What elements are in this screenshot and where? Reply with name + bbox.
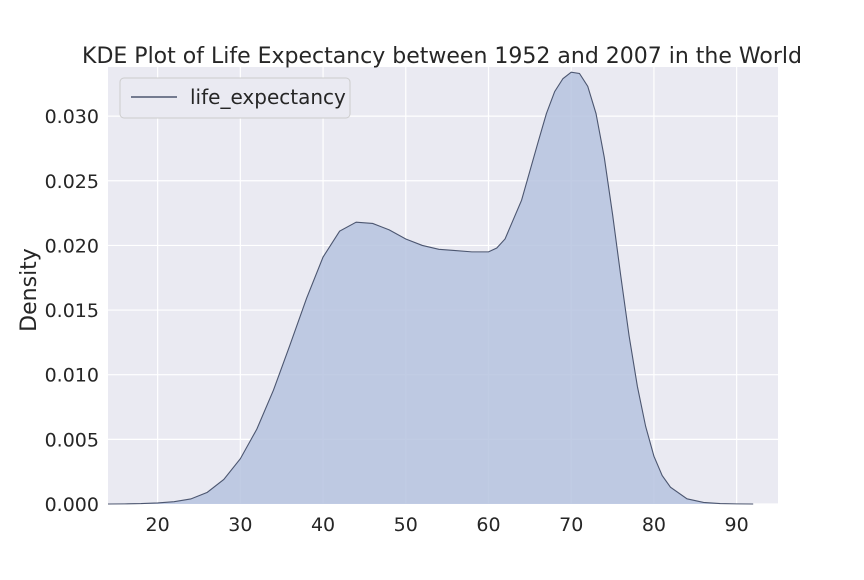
legend-label: life_expectancy — [190, 85, 346, 109]
y-tick-label: 0.010 — [45, 365, 99, 387]
x-tick-label: 80 — [642, 514, 666, 536]
y-tick-label: 0.030 — [45, 106, 99, 128]
x-tick-label: 50 — [394, 514, 418, 536]
x-tick-label: 30 — [228, 514, 252, 536]
tick-labels: 20 30 40 50 60 70 80 90 0.000 0.005 0.010 0.015 0.02… — [45, 106, 749, 536]
y-tick-label: 0.015 — [45, 300, 99, 322]
y-tick-label: 0.020 — [45, 235, 99, 257]
x-tick-label: 40 — [311, 514, 335, 536]
legend-box — [119, 77, 351, 119]
y-tick-label: 0.000 — [45, 494, 99, 516]
x-tick-label: 70 — [559, 514, 583, 536]
x-tick-label: 90 — [725, 514, 749, 536]
legend: life_expectancy — [119, 77, 351, 119]
x-tick-label: 20 — [146, 514, 170, 536]
y-tick-label: 0.025 — [45, 171, 99, 193]
y-tick-label: 0.005 — [45, 429, 99, 451]
kde-density-line — [107, 71, 754, 505]
x-tick-label: 60 — [476, 514, 500, 536]
y-axis-label: Density — [17, 248, 42, 332]
kde-area-fill — [108, 72, 754, 505]
chart-title: KDE Plot of Life Expectancy between 1952… — [82, 44, 802, 69]
series-layer — [107, 71, 754, 505]
